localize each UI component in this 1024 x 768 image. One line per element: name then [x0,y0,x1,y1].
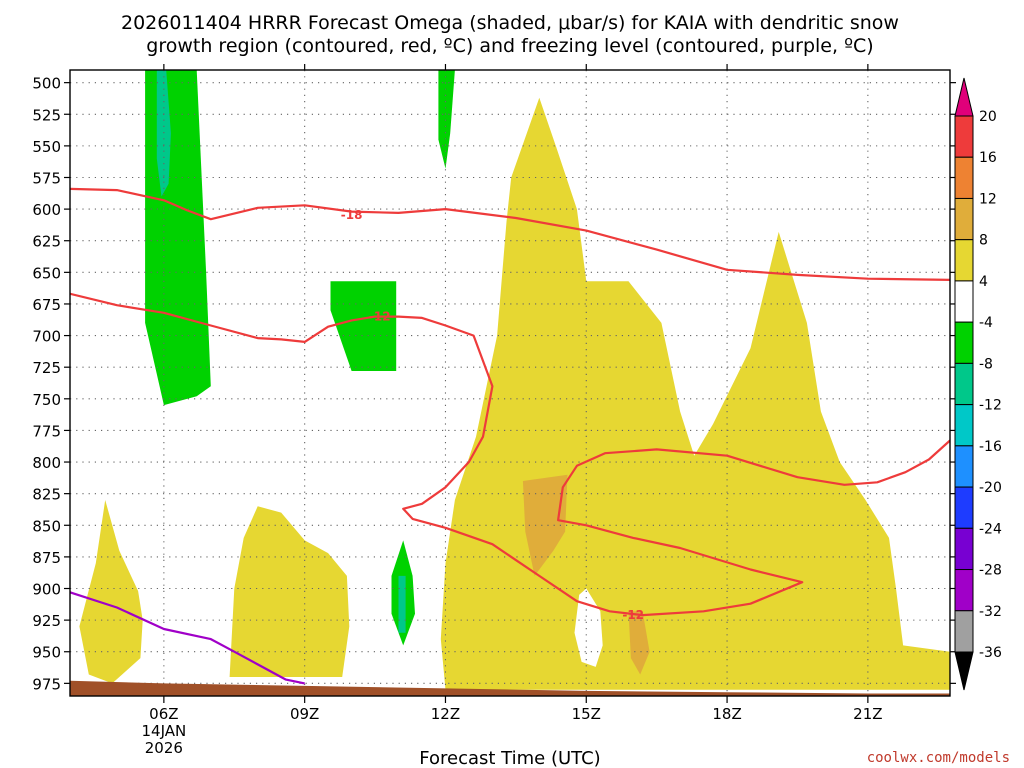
colorbar-level-label: -8 [979,356,993,372]
omega-region-teal-upper-left [156,70,171,197]
y-tick-label: 625 [32,233,61,251]
colorbar-bin [954,280,974,323]
colorbar-level-label: -12 [979,398,1002,414]
colorbar-bin [954,156,974,199]
y-tick-label: 825 [32,486,61,504]
contour-dgz-minus12 [70,292,950,617]
y-tick-label: 800 [32,454,61,472]
colorbar-cap-bottom [954,651,974,691]
x-tick-label: 06Z [149,705,178,723]
omega-region-orange-15z [522,474,568,576]
x-tick-label: 21Z [853,705,882,723]
colorbar-bin [954,527,974,571]
colorbar-bin [954,239,974,282]
colorbar-level-label: 16 [979,150,997,166]
y-tick-label: 850 [32,517,61,535]
contour-label: -12 [622,608,644,622]
y-tick-label: 650 [32,264,61,282]
y-tick-label: 600 [32,201,61,219]
colorbar-bin [954,610,974,653]
colorbar-level-label: 4 [979,274,988,290]
omega-region-orange-16z [628,611,650,675]
contour-dgz-minus18 [70,187,950,281]
y-tick-label: 675 [32,296,61,314]
y-tick-label: 725 [32,359,61,377]
omega-region-green-top-12z [438,70,455,169]
contour-freezing-level [70,591,305,685]
omega-region-green-mid-10z [330,281,397,371]
colorbar-level-label: -36 [979,645,1002,661]
chart-title-line2: growth region (contoured, red, ºC) and f… [146,35,873,57]
y-tick-label: 925 [32,612,61,630]
colorbar-level-label: -20 [979,480,1002,496]
colorbar: 20 16 12 8 4 -4 -8 -12 -16 -20 -24 -28 -32 -36 [954,77,1002,691]
y-tick-label: 975 [32,675,61,693]
colorbar-bin [954,445,974,488]
colorbar-bin [954,486,974,529]
colorbar-level-label: -32 [979,604,1002,620]
omega-region-yellow-left-05z [79,500,143,684]
colorbar-level-label: 8 [979,233,988,249]
x-tick-sublabel: 14JAN [141,722,186,740]
colorbar-bin [954,197,974,241]
colorbar-level-label: -4 [979,315,993,331]
y-tick-label: 750 [32,391,61,409]
x-axis-title: Forecast Time (UTC) [419,748,600,768]
colorbar-level-label: 20 [979,109,997,125]
colorbar-bin [954,321,974,364]
colorbar-level-label: -24 [979,521,1002,537]
site-credit: coolwx.com/models [867,750,1010,766]
y-tick-label: 575 [32,169,61,187]
x-tick-sublabel: 2026 [145,739,183,757]
y-tick-label: 500 [32,75,61,93]
colorbar-bin [954,115,974,158]
x-tick-label: 18Z [712,705,741,723]
colorbar-level-label: -28 [979,563,1002,579]
omega-region-yellow-main [440,97,950,690]
y-tick-label: 700 [32,328,61,346]
omega-region-green-upper-left [145,70,211,406]
omega-region-teal-low-11z [398,575,406,633]
terrain-ground [70,680,950,696]
y-tick-label: 900 [32,581,61,599]
y-tick-label: 525 [32,106,61,124]
x-tick-label: 09Z [290,705,319,723]
omega-region-yellow-mid-08z [229,506,350,677]
colorbar-level-label: -16 [979,439,1002,455]
colorbar-bin [954,362,974,406]
contour-label: -12 [369,309,391,323]
axes: 500 525 550 575 600 625 650 675 700 725 750 775 800 8… [32,64,956,757]
y-tick-label: 775 [32,422,61,440]
x-tick-label: 15Z [572,705,601,723]
chart-title-line1: 2026011404 HRRR Forecast Omega (shaded, … [121,12,899,34]
y-tick-label: 950 [32,644,61,662]
plot-area: -18 -12 -12 [70,70,950,696]
colorbar-cap-top [954,77,974,117]
colorbar-bin [954,569,974,612]
y-tick-label: 875 [32,549,61,567]
omega-region-white-notch-12z [370,658,446,696]
plot-clipped: -18 -12 -12 [70,70,950,696]
colorbar-level-label: 12 [979,191,997,207]
y-tick-label: 550 [32,138,61,156]
colorbar-bin [954,404,974,447]
x-tick-label: 12Z [431,705,460,723]
plot-frame [69,69,951,697]
contour-label: -18 [341,208,363,222]
